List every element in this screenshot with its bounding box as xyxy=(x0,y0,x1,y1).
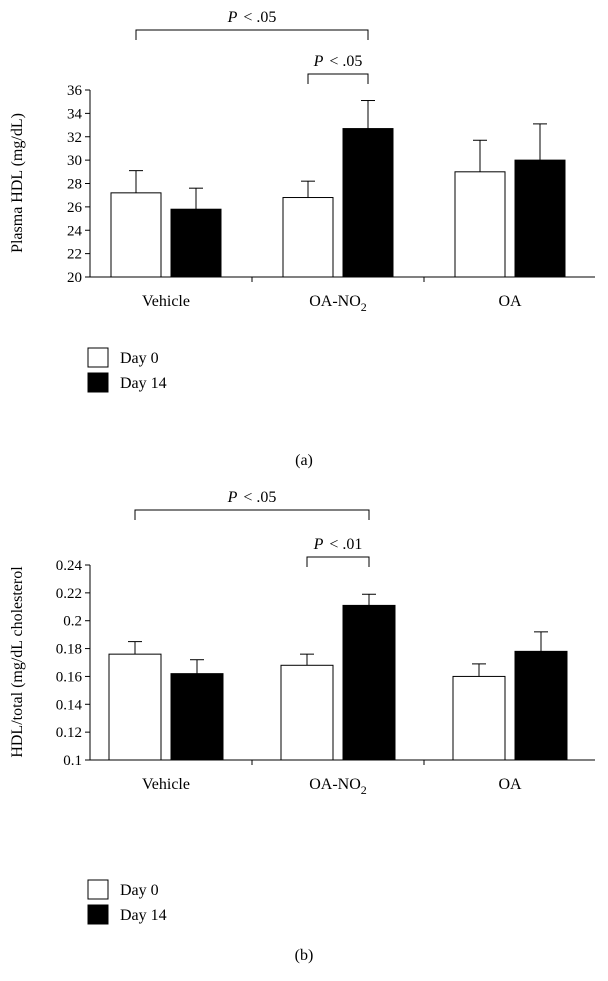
category-text: OA xyxy=(498,293,522,310)
bar-day14 xyxy=(514,159,566,278)
category-text: Vehicle xyxy=(142,776,190,793)
legend-swatch-day14 xyxy=(87,904,109,925)
y-axis-label: Plasma HDL (mg/dL) xyxy=(9,113,26,253)
legend: Day 0 Day 14 xyxy=(87,347,167,393)
category-text: OA-NO xyxy=(309,293,361,310)
x-category-label: Vehicle xyxy=(142,776,190,793)
y-tick-label: 0.2 xyxy=(63,614,82,630)
y-tick-label: 36 xyxy=(67,83,83,99)
significance-value: < .05 xyxy=(243,489,276,506)
bar-day0 xyxy=(108,653,162,761)
panel-caption: (a) xyxy=(295,452,313,469)
category-subscript: 2 xyxy=(361,300,367,314)
significance-p: P xyxy=(313,53,324,70)
bar-day0 xyxy=(280,664,334,761)
y-tick-label: 26 xyxy=(67,200,83,216)
y-tick-label: 24 xyxy=(67,223,83,239)
category-subscript: 2 xyxy=(361,783,367,797)
legend-swatch-day0 xyxy=(87,347,109,368)
y-tick-label: 30 xyxy=(67,153,82,169)
x-category-label: OA xyxy=(498,293,522,310)
legend-label: Day 14 xyxy=(120,907,167,924)
legend-swatch-day0 xyxy=(87,879,109,900)
bar-day0 xyxy=(110,192,162,278)
y-tick-label: 28 xyxy=(67,177,82,193)
significance-label: P < .05 xyxy=(313,53,363,70)
bar-day14 xyxy=(342,604,396,761)
bar-day0 xyxy=(282,197,334,278)
significance-bracket xyxy=(306,556,370,567)
x-category-label: Vehicle xyxy=(142,293,190,310)
significance-p: P xyxy=(313,536,324,553)
bar-day14 xyxy=(170,208,222,278)
significance-label: P < .01 xyxy=(313,536,363,553)
bar-day0 xyxy=(454,171,506,278)
bar-day14 xyxy=(514,650,568,761)
legend-swatch-day14 xyxy=(87,372,109,393)
category-text: OA-NO xyxy=(309,776,361,793)
y-tick-label: 0.16 xyxy=(56,669,83,685)
legend: Day 0 Day 14 xyxy=(87,879,167,925)
significance-value: < .01 xyxy=(329,536,362,553)
category-text: Vehicle xyxy=(142,293,190,310)
y-tick-label: 0.14 xyxy=(56,697,83,713)
x-category-label: OA xyxy=(498,776,522,793)
x-category-label: OA-NO2 xyxy=(309,293,367,314)
significance-label: P < .05 xyxy=(227,9,277,26)
significance-value: < .05 xyxy=(243,9,276,26)
legend-label: Day 0 xyxy=(120,350,159,367)
significance-bracket xyxy=(135,29,369,40)
legend-label: Day 14 xyxy=(120,375,167,392)
y-axis-label: HDL/total (mg/dL cholesterol xyxy=(9,566,26,758)
y-tick-label: 0.18 xyxy=(56,642,82,658)
significance-p: P xyxy=(227,9,238,26)
y-tick-label: 20 xyxy=(67,270,82,286)
significance-bracket xyxy=(134,509,370,520)
significance-bracket xyxy=(307,73,369,84)
y-tick-label: 32 xyxy=(67,130,82,146)
bar-day0 xyxy=(452,675,506,761)
y-tick-label: 0.12 xyxy=(56,725,82,741)
bar-day14 xyxy=(170,673,224,761)
panel-caption: (b) xyxy=(295,947,314,964)
y-tick-label: 22 xyxy=(67,247,82,263)
chart-panel-b: 0.1 0.12 0.14 0.16 0.18 0.2 0.22 0.24 HDL/total … xyxy=(9,489,595,964)
significance-value: < .05 xyxy=(329,53,362,70)
category-text: OA xyxy=(498,776,522,793)
significance-p: P xyxy=(227,489,238,506)
y-tick-label: 0.1 xyxy=(63,753,82,769)
x-category-label: OA-NO2 xyxy=(309,776,367,797)
y-tick-label: 0.22 xyxy=(56,586,82,602)
y-tick-label: 0.24 xyxy=(56,558,83,574)
legend-label: Day 0 xyxy=(120,882,159,899)
y-tick-label: 34 xyxy=(67,106,83,122)
chart-panel-a: 20 22 24 26 28 30 32 34 36 Plasma HDL (mg/dL) Vehi… xyxy=(9,9,595,469)
bar-day14 xyxy=(342,128,394,278)
significance-label: P < .05 xyxy=(227,489,277,506)
